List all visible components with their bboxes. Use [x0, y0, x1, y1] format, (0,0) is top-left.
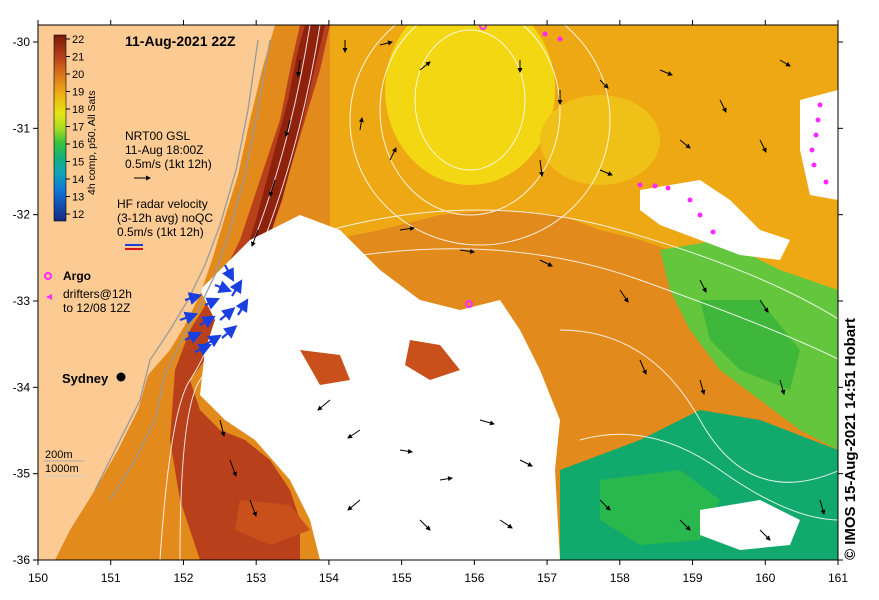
drifter-tracks — [542, 31, 829, 235]
geostrophic-velocity-arrows — [219, 40, 826, 541]
x-axis: 150 151 152 153 154 155 156 157 158 159 160 161 — [28, 20, 848, 585]
y-tick-label: -34 — [13, 380, 31, 394]
gsl-legend: NRT00 GSL 11-Aug 18:00Z 0.5m/s (1kt 12h) — [125, 129, 212, 181]
y-tick-label: -36 — [13, 553, 31, 567]
argo-floats — [465, 25, 487, 308]
sydney-label: Sydney — [62, 371, 109, 386]
y-axis: -30 -31 -32 -33 -34 -35 -36 — [13, 35, 843, 567]
colorbar-label: 4h comp, p50, All Sats — [86, 91, 98, 195]
y-tick-label: -30 — [13, 35, 31, 49]
credit-label: © IMOS 15-Aug-2021 14:51 Hobart — [842, 318, 859, 560]
svg-text:11-Aug 18:00Z: 11-Aug 18:00Z — [125, 143, 204, 157]
x-tick-label: 160 — [755, 571, 775, 585]
colorbar-tick-label: 22 — [72, 34, 84, 46]
x-tick-label: 152 — [173, 571, 193, 585]
colorbar-tick-label: 12 — [72, 209, 84, 221]
x-tick-label: 159 — [683, 571, 703, 585]
svg-text:0.5m/s (1kt 12h): 0.5m/s (1kt 12h) — [117, 225, 204, 239]
svg-text:200m: 200m — [45, 449, 73, 461]
land-mass — [38, 25, 275, 560]
map-title: 11-Aug-2021 22Z — [125, 33, 236, 49]
x-tick-label: 155 — [392, 571, 412, 585]
colorbar-tick-label: 16 — [72, 139, 84, 151]
svg-text:drifters@12h: drifters@12h — [63, 287, 132, 301]
colorbar-tick-label: 18 — [72, 104, 84, 116]
colorbar-tick-label: 20 — [72, 69, 84, 81]
svg-text:1000m: 1000m — [45, 463, 79, 475]
depth-legend: 200m 1000m — [44, 449, 84, 477]
svg-text:(3-12h avg) noQC: (3-12h avg) noQC — [117, 211, 213, 225]
hf-legend: HF radar velocity (3-12h avg) noQC 0.5m/… — [117, 197, 213, 250]
svg-text:HF radar velocity: HF radar velocity — [117, 197, 208, 211]
yellow-eddy — [385, 25, 555, 185]
x-tick-label: 156 — [464, 571, 484, 585]
colorbar-tick-label: 17 — [72, 122, 84, 134]
plot-frame — [37, 24, 839, 561]
y-tick-label: -33 — [13, 294, 31, 308]
y-tick-label: -35 — [13, 467, 31, 481]
drifter-symbol — [46, 294, 52, 300]
y-tick-label: -32 — [13, 208, 31, 222]
svg-text:to 12/08 12Z: to 12/08 12Z — [63, 301, 130, 315]
colorbar-tick-label: 19 — [72, 87, 84, 99]
colorbar-tick-label: 21 — [72, 52, 84, 64]
colorbar-tick-label: 15 — [72, 157, 84, 169]
x-tick-label: 157 — [537, 571, 557, 585]
svg-text:Argo: Argo — [63, 269, 91, 283]
no-data-region — [200, 215, 560, 560]
y-tick-label: -31 — [13, 121, 31, 135]
colorbar — [53, 34, 67, 222]
svg-text:0.5m/s (1kt 12h): 0.5m/s (1kt 12h) — [125, 157, 212, 171]
colorbar-ticks: 22 21 20 19 18 17 16 15 14 13 12 — [66, 34, 84, 221]
x-tick-label: 158 — [610, 571, 630, 585]
x-tick-label: 154 — [319, 571, 339, 585]
svg-text:NRT00 GSL: NRT00 GSL — [125, 129, 190, 143]
x-tick-label: 151 — [101, 571, 121, 585]
argo-legend: Argo drifters@12h to 12/08 12Z — [44, 269, 132, 315]
argo-symbol — [44, 272, 52, 280]
colorbar-tick-label: 13 — [72, 192, 84, 204]
sydney-marker — [116, 372, 126, 382]
x-tick-label: 161 — [828, 571, 848, 585]
hf-radar-arrows — [179, 264, 249, 356]
x-tick-label: 153 — [246, 571, 266, 585]
x-tick-label: 150 — [28, 571, 48, 585]
sst-plot-area — [38, 25, 838, 560]
sst-contours — [159, 25, 838, 560]
colorbar-tick-label: 14 — [72, 174, 84, 186]
